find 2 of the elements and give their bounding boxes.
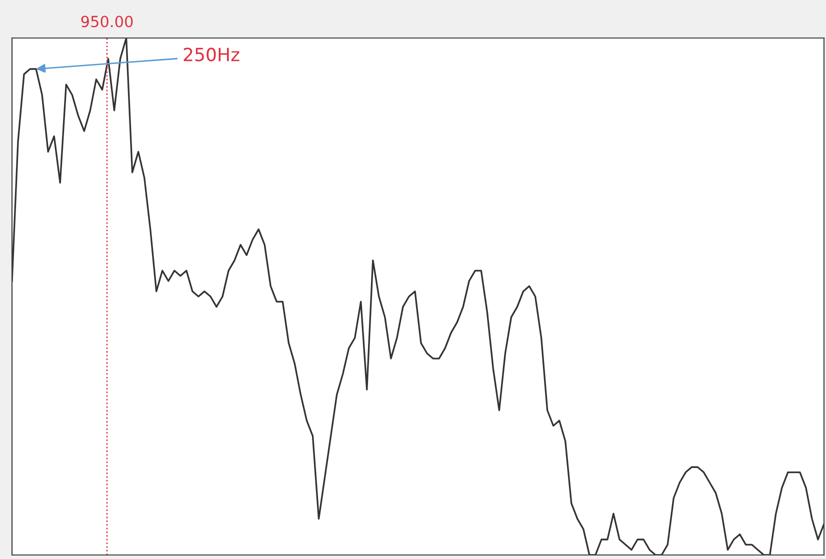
text: 950.00 <box>81 16 133 28</box>
annotation: 250Hz <box>184 48 240 62</box>
